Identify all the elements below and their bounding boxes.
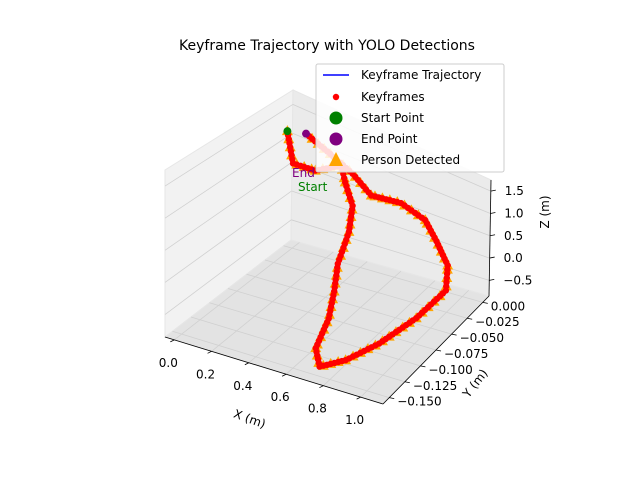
x-tick-label: 0.0 (159, 356, 178, 370)
z-tick-label: 0.5 (504, 229, 523, 243)
z-gridline (291, 190, 490, 259)
x-tick-mark (244, 362, 250, 366)
x-tick-mark (170, 339, 175, 343)
y-tick-label: 0.000 (491, 299, 525, 313)
x-tick-labels: 0.0 0.2 0.4 0.6 0.8 1.0 (159, 356, 364, 427)
axis-ticks (164, 179, 496, 405)
y-gridline (209, 302, 421, 367)
y-axis-line (382, 295, 490, 405)
z-axis-line (488, 179, 492, 297)
z-tick-mark (489, 234, 496, 237)
x-tick-label: 0.8 (308, 402, 327, 416)
end-annotation: End (292, 166, 315, 180)
z-axis-label: Z (m) (538, 195, 552, 228)
y-tick-label: −0.125 (413, 379, 457, 393)
x-tick-label: 0.4 (233, 379, 252, 393)
legend-label-start: Start Point (361, 111, 424, 125)
y-gridline (190, 316, 405, 383)
z-gridline (164, 161, 293, 251)
end-point (302, 129, 311, 138)
legend-person-marker (329, 152, 343, 166)
y-tick-mark (389, 397, 395, 400)
x-axis-line (164, 336, 384, 405)
legend-keyframes-marker (332, 93, 340, 101)
y-tick-mark (467, 317, 473, 320)
y-tick-label: −0.050 (460, 331, 504, 345)
y-gridline (172, 330, 390, 399)
legend-label-trajectory: Keyframe Trajectory (361, 68, 481, 82)
x-tick-label: 0.6 (271, 390, 290, 404)
z-gridline (164, 190, 292, 283)
z-gridline (164, 132, 293, 219)
y-tick-label: −0.100 (428, 363, 472, 377)
legend-label-keyframes: Keyframes (361, 90, 425, 104)
legend-label-end: End Point (361, 132, 418, 146)
z-tick-label: −0.5 (503, 273, 532, 287)
y-tick-mark (451, 333, 457, 336)
x-tick-label: 0.2 (196, 367, 215, 381)
y-tick-mark (404, 381, 410, 384)
z-tick-label: 1.5 (505, 184, 524, 198)
y-tick-label: −0.150 (397, 395, 441, 409)
y-tick-label: −0.025 (475, 315, 519, 329)
legend-box (315, 63, 505, 173)
legend-start-marker (329, 111, 343, 125)
z-tick-mark (490, 212, 496, 214)
y-tick-mark (420, 365, 426, 368)
x-tick-mark (319, 385, 324, 389)
z-tick-label: 1.0 (504, 206, 523, 220)
x-tick-mark (281, 373, 287, 377)
chart-title: Keyframe Trajectory with YOLO Detections (179, 38, 475, 54)
z-tick-label: 0.0 (504, 251, 523, 265)
y-gridline (227, 288, 437, 351)
z-gridline (164, 219, 292, 315)
z-tick-mark (489, 256, 495, 259)
y-gridline (283, 245, 483, 303)
start-annotation: Start (298, 180, 328, 194)
start-point (283, 127, 292, 136)
z-gridline (291, 219, 490, 281)
y-tick-mark (482, 301, 488, 304)
x-tick-label: 1.0 (345, 413, 364, 427)
legend: Keyframe Trajectory Keyframes Start Poin… (315, 63, 505, 173)
y-gridline (264, 259, 468, 319)
z-tick-mark (490, 189, 496, 192)
x-tick-mark (356, 396, 361, 400)
y-tick-labels: 0.000 −0.025 −0.050 −0.075 −0.100 −0.125 −0.15… (397, 299, 525, 408)
x-axis-label: X (m) (232, 407, 268, 431)
legend-label-person: Person Detected (361, 153, 460, 167)
x-tick-mark (207, 350, 212, 354)
keyframes-layer (284, 128, 451, 370)
z-tick-mark (489, 278, 495, 281)
y-tick-label: −0.075 (444, 347, 488, 361)
y-tick-mark (435, 349, 442, 352)
y-gridline (246, 273, 452, 335)
legend-end-marker (329, 132, 343, 146)
z-tick-labels: 1.5 1.0 0.5 0.0 −0.5 (503, 184, 532, 287)
z-gridline (164, 104, 294, 187)
